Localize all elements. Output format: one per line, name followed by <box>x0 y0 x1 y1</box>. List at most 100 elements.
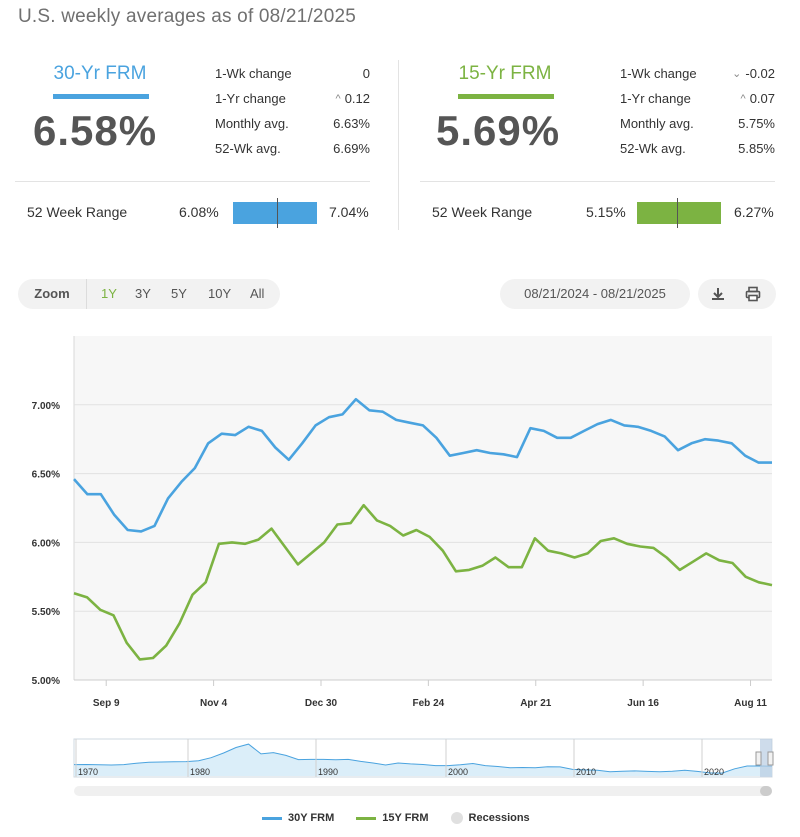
x-tick-label: Nov 4 <box>200 698 228 709</box>
legend-dot-recessions <box>450 812 463 824</box>
zoom-button-1y[interactable]: 1Y <box>101 286 117 301</box>
navigator-year-label: 1970 <box>78 767 98 777</box>
stat-label: 52-Wk avg. <box>215 141 281 156</box>
y-tick-label: 5.00% <box>32 676 60 687</box>
legend-swatch-15y <box>356 816 377 820</box>
series-line-15y[interactable] <box>73 503 773 661</box>
up-arrow-icon: ^ <box>740 92 746 105</box>
range-current-marker <box>677 198 679 228</box>
stat-row: Monthly avg. 5.75% <box>620 111 775 136</box>
legend-item-recessions[interactable]: Recessions <box>450 812 530 824</box>
y-tick-label: 7.00% <box>32 401 60 412</box>
panel-divider <box>398 60 399 230</box>
stat-value: -0.02 <box>745 66 775 81</box>
zoom-toolbar: Zoom 1Y 3Y 5Y 10Y All <box>18 279 280 309</box>
stat-label: 1-Yr change <box>620 91 691 106</box>
x-tick-label: Sep 9 <box>93 698 120 709</box>
stat-value: 5.75% <box>738 116 775 131</box>
series-line-30y[interactable] <box>73 398 772 533</box>
legend-label: Recessions <box>468 812 530 824</box>
navigator-handle-right[interactable] <box>767 751 774 766</box>
legend-label: 30Y FRM <box>288 812 335 824</box>
rate-stats-15yr: 1-Wk change ⌄ -0.02 1-Yr change ^ 0.07 Month… <box>620 61 775 161</box>
stat-value: 0.07 <box>749 91 775 106</box>
divider <box>420 181 775 182</box>
stat-row: 52-Wk avg. 6.69% <box>215 136 370 161</box>
y-tick-label: 5.50% <box>32 607 60 618</box>
range-row-30yr: 52 Week Range 6.08% 7.04% <box>15 198 375 228</box>
stat-value: 6.69% <box>333 141 370 156</box>
stat-row: 1-Wk change 0 <box>215 61 370 86</box>
range-low: 6.08% <box>179 204 219 220</box>
range-bar-15yr <box>637 198 721 228</box>
rate-panel-30yr: 30-Yr FRM 6.58% 1-Wk change 0 1-Yr change… <box>15 55 375 235</box>
stat-row: 1-Wk change ⌄ -0.02 <box>620 61 775 86</box>
range-label: 52 Week Range <box>27 204 128 220</box>
legend-item-30y[interactable]: 30Y FRM <box>262 812 334 824</box>
rate-panel-15yr: 15-Yr FRM 5.69% 1-Wk change ⌄ -0.02 1-Yr c… <box>420 55 780 235</box>
date-range-input[interactable]: 08/21/2024 - 08/21/2025 <box>500 279 690 309</box>
navigator-year-label: 1980 <box>190 767 210 777</box>
y-tick-label: 6.00% <box>32 538 60 549</box>
zoom-button-all[interactable]: All <box>250 286 265 301</box>
stat-label: Monthly avg. <box>215 116 289 131</box>
down-arrow-icon: ⌄ <box>732 68 742 80</box>
page-headline: U.S. weekly averages as of 08/21/2025 <box>18 6 356 27</box>
rate-underline-15yr <box>458 94 554 99</box>
stat-value: 0.12 <box>344 91 370 106</box>
range-bar-30yr <box>233 198 317 228</box>
x-tick-label: Apr 21 <box>520 698 552 709</box>
range-high: 6.27% <box>734 204 774 220</box>
navigator-scrollbar[interactable] <box>74 786 772 796</box>
rate-value-30yr: 6.58% <box>33 107 158 154</box>
navigator-selection[interactable] <box>760 739 772 777</box>
rate-line-chart: 5.00% 5.50% 6.00% 6.50% 7.00% Sep 9 Nov 4 Dec … <box>32 336 773 709</box>
rate-name-15yr: 15-Yr FRM <box>458 63 552 84</box>
range-row-15yr: 52 Week Range 5.15% 6.27% <box>420 198 780 228</box>
range-low: 5.15% <box>586 204 626 220</box>
stat-label: 1-Yr change <box>215 91 286 106</box>
legend-item-15y[interactable]: 15Y FRM <box>356 812 429 824</box>
stat-value: 5.85% <box>738 141 775 156</box>
navigator-year-label: 2010 <box>576 767 596 777</box>
x-tick-label: Feb 24 <box>413 698 445 709</box>
stat-label: 52-Wk avg. <box>620 141 686 156</box>
navigator-scrollbar-thumb[interactable] <box>760 786 772 796</box>
navigator-year-label: 1990 <box>318 767 338 777</box>
zoom-button-5y[interactable]: 5Y <box>171 286 187 301</box>
y-tick-label: 6.50% <box>32 470 60 481</box>
stat-row: 52-Wk avg. 5.85% <box>620 136 775 161</box>
range-current-marker <box>276 198 278 228</box>
stat-value: 0 <box>362 66 370 81</box>
stat-row: Monthly avg. 6.63% <box>215 111 370 136</box>
navigator-handle-left[interactable] <box>755 751 762 766</box>
legend-swatch-30y <box>262 816 282 820</box>
print-icon[interactable] <box>745 286 761 302</box>
rate-name-30yr: 30-Yr FRM <box>53 63 147 84</box>
navigator-year-label: 2020 <box>704 767 724 777</box>
download-icon[interactable] <box>710 286 726 302</box>
stat-label: 1-Wk change <box>620 66 697 81</box>
time-navigator[interactable]: 1970 1980 1990 2000 2010 2020 <box>0 735 800 800</box>
range-high: 7.04% <box>329 204 369 220</box>
plot-background <box>74 336 772 680</box>
zoom-label: Zoom <box>18 279 87 309</box>
navigator-year-label: 2000 <box>448 767 468 777</box>
stat-value: 6.63% <box>333 116 370 131</box>
divider <box>15 181 370 182</box>
range-label: 52 Week Range <box>432 204 533 220</box>
zoom-button-3y[interactable]: 3Y <box>135 286 151 301</box>
stat-row: 1-Yr change ^ 0.12 <box>215 86 370 111</box>
x-tick-label: Aug 11 <box>734 698 767 709</box>
up-arrow-icon: ^ <box>335 92 341 105</box>
navigator-area <box>74 744 772 776</box>
chart-legend: 30Y FRM 15Y FRM Recessions <box>262 812 530 824</box>
zoom-button-10y[interactable]: 10Y <box>208 286 232 301</box>
stat-row: 1-Yr change ^ 0.07 <box>620 86 775 111</box>
legend-label: 15Y FRM <box>382 812 429 824</box>
rate-stats-30yr: 1-Wk change 0 1-Yr change ^ 0.12 Monthly av… <box>215 61 370 161</box>
stat-label: Monthly avg. <box>620 116 694 131</box>
x-tick-label: Jun 16 <box>627 698 659 709</box>
x-tick-label: Dec 30 <box>305 698 338 709</box>
rate-value-15yr: 5.69% <box>436 107 561 154</box>
